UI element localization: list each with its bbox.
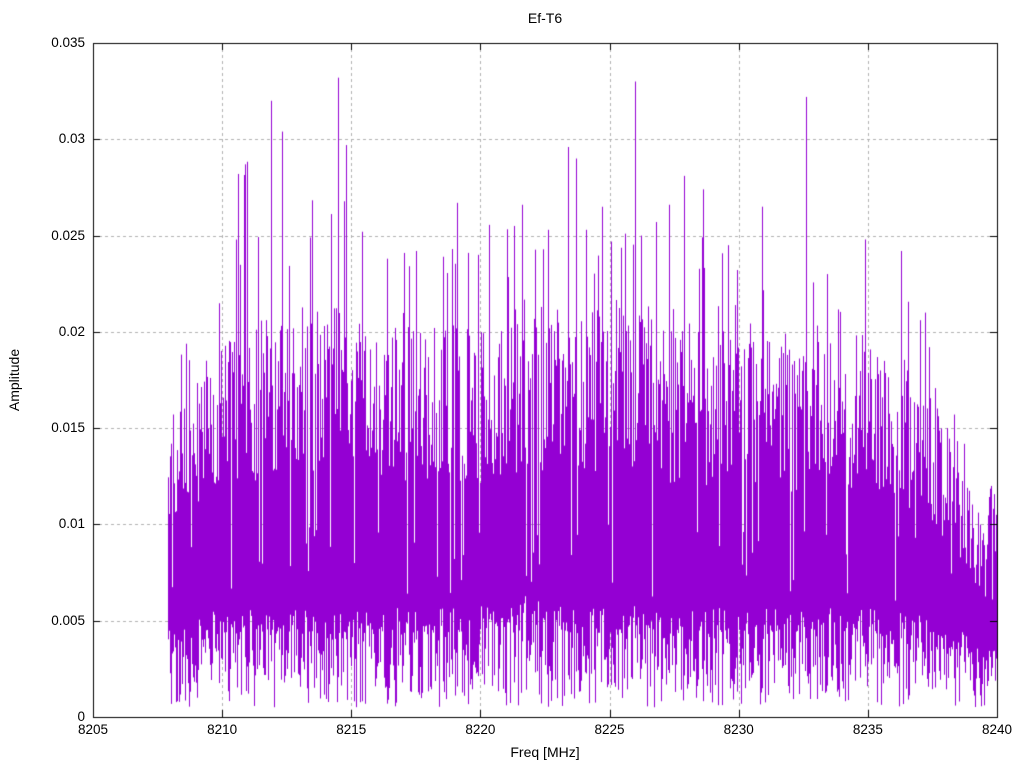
y-tick-label: 0.03	[58, 131, 85, 147]
x-tick-label: 8235	[852, 722, 883, 737]
y-tick-label: 0	[77, 709, 85, 724]
y-tick-label: 0.015	[51, 420, 85, 436]
y-axis-label: Amplitude	[6, 348, 22, 412]
y-tick-label: 0.005	[51, 612, 85, 628]
y-tick-label: 0.01	[58, 516, 85, 532]
x-tick-label: 8210	[207, 722, 238, 737]
x-tick-label: 8205	[77, 722, 109, 737]
x-tick-label: 8230	[723, 722, 754, 737]
chart-title: Ef-T6	[527, 10, 563, 26]
x-tick-label: 8220	[465, 722, 496, 737]
x-axis-label: Freq [MHz]	[510, 744, 580, 760]
y-tick-label: 0.025	[51, 227, 85, 243]
y-tick-label: 0.02	[58, 323, 85, 339]
x-tick-label: 8240	[981, 722, 1013, 737]
x-tick-label: 8225	[594, 722, 625, 737]
y-tick-label: 0.035	[51, 35, 85, 50]
x-tick-label: 8215	[336, 722, 367, 737]
